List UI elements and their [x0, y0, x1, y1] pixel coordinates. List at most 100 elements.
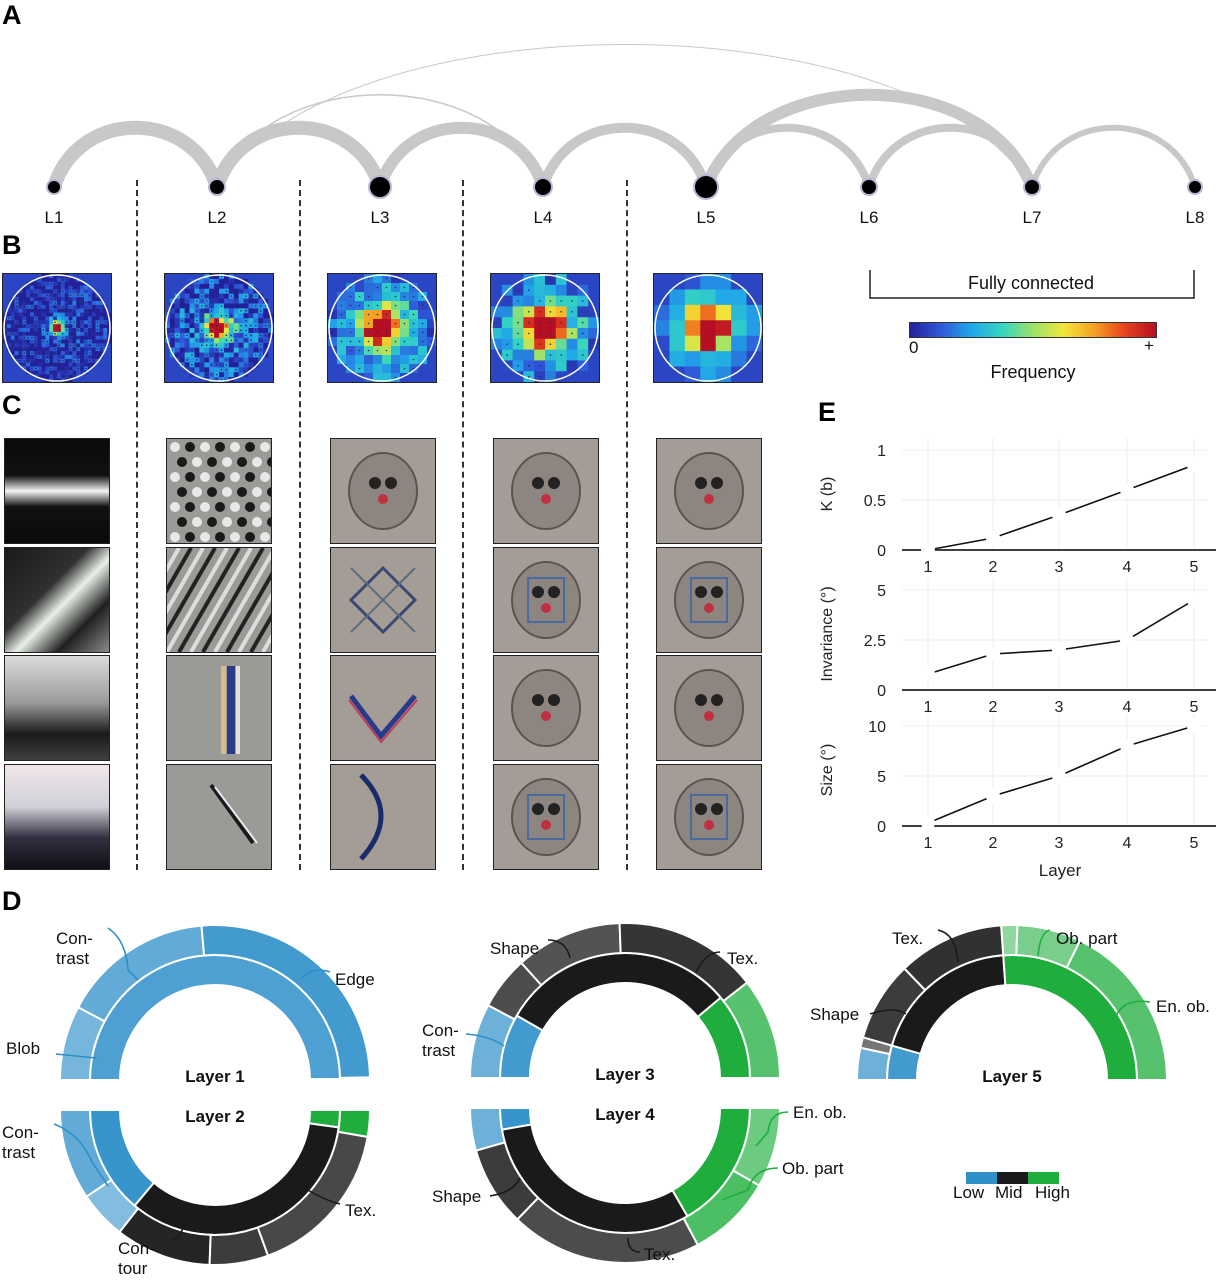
heatmap-dot — [181, 329, 183, 332]
heatmap-cell — [95, 312, 100, 317]
heatmap-cell — [99, 328, 104, 333]
heatmap-dot — [73, 359, 76, 362]
heatmap-cell — [41, 308, 46, 313]
heatmap-cell — [169, 283, 176, 290]
heatmap-cell — [80, 347, 85, 352]
heatmap-cell — [258, 328, 264, 334]
heatmap-cell — [223, 283, 230, 290]
heatmap-cell — [588, 338, 599, 350]
heatmap-dot — [176, 334, 179, 337]
heatmap-cell — [10, 328, 15, 333]
heatmap-cell — [204, 362, 210, 368]
heatmap-dot — [34, 367, 37, 370]
heatmap-dot — [77, 344, 80, 347]
panel-label-a: A — [2, 0, 22, 30]
heatmap-dot — [54, 332, 56, 335]
heatmap-cell — [223, 318, 230, 324]
data-point — [1120, 633, 1134, 647]
heatmap-dot — [403, 340, 406, 343]
layer3-leader-contrast — [465, 1033, 505, 1047]
heatmap-dot — [50, 313, 53, 316]
heatmap-dot — [31, 325, 33, 327]
heatmap-dot — [230, 280, 233, 283]
heatmap-cell — [588, 371, 599, 382]
heatmap-cell — [64, 355, 69, 360]
layer-label-L2: L2 — [207, 208, 227, 227]
heatmap-cell — [233, 323, 240, 329]
heatmap-cell — [238, 283, 244, 290]
heatmap-dot — [225, 339, 228, 342]
node-L2 — [210, 180, 224, 194]
heatmap-dot — [77, 359, 80, 362]
heatmap-cell — [189, 274, 195, 280]
heatmap-dot — [215, 354, 218, 356]
heatmap-cell — [209, 288, 215, 295]
heatmap-dot — [385, 277, 388, 280]
heatmap-dot — [191, 364, 193, 366]
heatmap-cell — [103, 301, 108, 306]
heatmap-cell — [391, 310, 401, 320]
heatmap-dot — [506, 300, 508, 302]
heatmap-cell — [80, 355, 85, 360]
heatmap-cell — [253, 372, 259, 378]
heatmap-dot — [61, 336, 64, 339]
heatmap-cell — [228, 298, 235, 304]
heatmap-dot — [54, 344, 56, 347]
heatmap-cell — [72, 297, 77, 302]
heatmap-cell — [103, 335, 108, 340]
heatmap-cell — [72, 324, 77, 329]
heatmap-cell — [95, 362, 100, 367]
heatmap-dot — [50, 302, 53, 304]
heatmap-dot — [582, 321, 584, 324]
heatmap-dot — [34, 340, 37, 343]
heatmap-cell — [57, 301, 62, 306]
layer1-ring-segment — [200, 924, 371, 1079]
heatmap-cell — [107, 358, 111, 364]
heatmap-dot — [69, 294, 72, 297]
heatmap-cell — [87, 378, 93, 382]
heatmap-dot — [69, 305, 72, 308]
heatmap-cell — [103, 312, 108, 317]
heatmap-cell — [64, 316, 69, 321]
heatmap-cell — [566, 317, 578, 329]
heatmap-cell — [179, 352, 186, 358]
heatmap-cell — [30, 274, 35, 279]
connection-L7-L8 — [1029, 124, 1198, 190]
heatmap-cell — [382, 364, 392, 374]
connection-L5-L6 — [702, 123, 873, 191]
heatmap-cell — [57, 370, 62, 375]
heatmap-cell — [169, 372, 176, 378]
heatmap-cell — [243, 288, 249, 295]
heatmap-cell — [18, 281, 23, 286]
heatmap-dot — [349, 304, 352, 307]
heatmap-cell — [87, 370, 93, 375]
heatmap-cell — [76, 312, 81, 317]
heatmap-dot — [560, 354, 562, 356]
heatmap-cell — [103, 277, 108, 283]
heatmap-cell — [84, 378, 89, 382]
heatmap-cell — [588, 295, 599, 307]
layer1-label-edge: Edge — [335, 970, 375, 989]
heatmap-dot — [394, 286, 397, 289]
heatmap-cell — [199, 323, 205, 329]
heatmap-cell — [91, 370, 96, 375]
heatmap-cell — [238, 367, 244, 373]
heatmap-cell — [209, 357, 215, 363]
x-tick-label: 2 — [989, 835, 998, 852]
legend-label-low: Low — [953, 1183, 985, 1202]
x-tick-label: 3 — [1055, 559, 1064, 576]
heatmap-cell — [165, 372, 171, 378]
heatmap-cell — [189, 288, 195, 295]
heatmap-cell — [373, 364, 383, 374]
heatmap-cell — [41, 331, 46, 337]
heatmap-cell — [30, 312, 35, 317]
heatmap-cell — [33, 308, 39, 313]
heatmap-cell — [103, 293, 108, 298]
heatmap-dot — [186, 305, 188, 307]
heatmap-dot — [88, 305, 91, 308]
heatmap-dot — [58, 305, 60, 308]
heatmap-cell — [6, 331, 12, 337]
heatmap-dot — [240, 359, 242, 361]
heatmap-cell — [80, 324, 85, 329]
